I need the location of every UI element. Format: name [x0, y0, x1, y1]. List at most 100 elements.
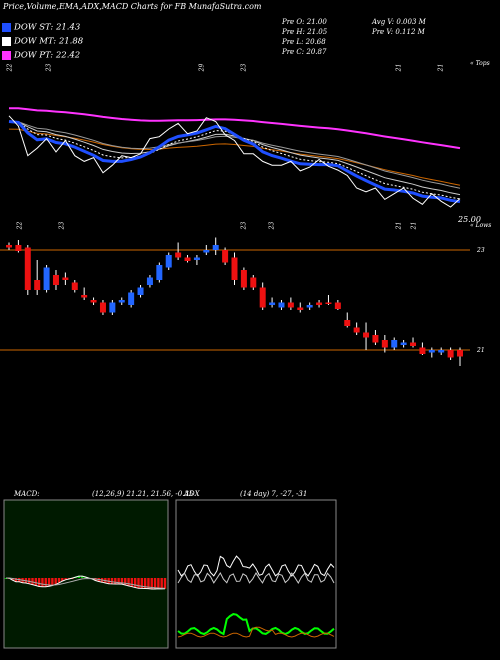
candle-body — [240, 270, 247, 288]
candle-body — [250, 277, 257, 288]
candle-body — [457, 350, 463, 357]
macd-bar — [120, 578, 124, 585]
macd-bar — [143, 578, 147, 589]
candle-body — [287, 302, 294, 308]
candle-level-label-23: 23 — [477, 247, 485, 254]
macd-bar — [54, 578, 57, 585]
macd-bar — [114, 578, 117, 584]
stat-open: Pre O: 21.00 — [282, 18, 327, 26]
legend-swatch-st — [2, 23, 11, 32]
candle-body — [15, 245, 22, 251]
candle-body — [410, 342, 417, 346]
macd-bar — [163, 578, 167, 589]
top-date-label-2: 23 — [45, 63, 53, 72]
macd-bar — [34, 578, 38, 586]
stat-close: Pre C: 20.87 — [282, 48, 327, 56]
candle-body — [212, 245, 219, 250]
macd-bar — [27, 578, 31, 584]
legend-swatch-mt — [2, 37, 11, 46]
macd-line — [5, 575, 166, 590]
macd-label: MACD: — [14, 490, 40, 498]
price-line — [8, 115, 461, 208]
candle-body — [419, 347, 426, 354]
macd-bar — [157, 578, 160, 589]
candle-body — [156, 265, 163, 280]
low-date-label-1: 22 — [16, 221, 24, 230]
stat-high: Pre H: 21.05 — [282, 28, 328, 36]
legend-label-pt: DOW PT: 22.42 — [14, 50, 81, 61]
legend-dow-pt: DOW PT: 22.42 — [2, 45, 172, 61]
macd-bar — [117, 578, 120, 584]
candle-body — [231, 257, 238, 280]
candle-body — [81, 295, 88, 298]
candle-body — [334, 302, 341, 309]
candle-body — [71, 282, 78, 290]
candle-body — [269, 302, 276, 305]
chart-title: Price,Volume,EMA,ADX,MACD Charts for FB … — [3, 2, 262, 11]
legend-dow-st: DOW ST: 21.43 — [2, 17, 172, 33]
candlestick-panel — [0, 237, 470, 366]
candle-body — [109, 302, 116, 313]
dow-st-line — [8, 120, 461, 204]
macd-bar — [44, 578, 47, 587]
macd-bar — [61, 578, 64, 582]
candle-body — [353, 327, 360, 333]
macd-bar — [140, 578, 144, 589]
candle-body — [306, 305, 313, 308]
stat-low: Pre L: 20.68 — [282, 38, 326, 46]
candle-body — [52, 275, 59, 285]
macd-bar — [147, 578, 150, 589]
candle-body — [175, 252, 182, 258]
legend-dow-mt: DOW MT: 21.88 — [2, 31, 172, 47]
macd-bar — [80, 576, 84, 578]
ema-grey-line — [8, 121, 461, 189]
candle-body — [447, 350, 454, 358]
candle-body — [99, 302, 106, 313]
adx-minus-di-line — [177, 626, 335, 638]
top-date-label-1: 22 — [6, 63, 14, 72]
low-date-label-6: 21 — [410, 221, 418, 230]
legend-swatch-pt — [2, 51, 11, 60]
top-date-label-6: 21 — [437, 63, 445, 72]
candle-body — [90, 300, 97, 303]
candle-body — [297, 307, 304, 310]
adx-panel — [175, 499, 337, 649]
macd-bar — [31, 578, 34, 585]
adx-params: (14 day) 7, -27, -31 — [240, 490, 308, 498]
candle-body — [118, 300, 125, 303]
macd-frame — [3, 499, 169, 649]
top-date-label-4: 23 — [240, 63, 248, 72]
low-date-label-4: 23 — [268, 221, 276, 230]
candle-level-label-21: 21 — [477, 347, 485, 354]
ema-orange-line — [8, 128, 461, 186]
ema-dotted-line — [8, 121, 461, 200]
candle-body — [6, 245, 12, 248]
legend-label-st: DOW ST: 21.43 — [14, 22, 81, 33]
candle-body — [146, 277, 153, 285]
top-date-label-3: 29 — [198, 63, 206, 72]
macd-bar — [51, 578, 54, 586]
macd-params: (12,26,9) 21.21, 21.56, -0.35 — [92, 490, 194, 498]
macd-bar — [64, 578, 67, 580]
candle-body — [62, 277, 69, 280]
candle-body — [363, 332, 370, 338]
macd-bar — [150, 578, 153, 590]
candle-body — [43, 267, 50, 290]
macd-bar — [41, 578, 44, 587]
macd-bar — [77, 576, 81, 578]
macd-bar — [130, 578, 134, 587]
candle-body — [391, 340, 398, 348]
candle-body — [325, 302, 332, 304]
candle-body — [278, 302, 285, 308]
lows-label: « Lows — [470, 222, 492, 229]
macd-bar — [160, 578, 163, 589]
candle-body — [165, 255, 172, 268]
legend-label-mt: DOW MT: 21.88 — [14, 36, 84, 47]
candle-body — [316, 302, 323, 305]
dow-pt-line — [8, 107, 461, 150]
adx-label: ADX — [184, 490, 200, 498]
macd-bar — [153, 578, 157, 589]
low-date-label-3: 23 — [240, 221, 248, 230]
candle-body — [400, 342, 407, 345]
